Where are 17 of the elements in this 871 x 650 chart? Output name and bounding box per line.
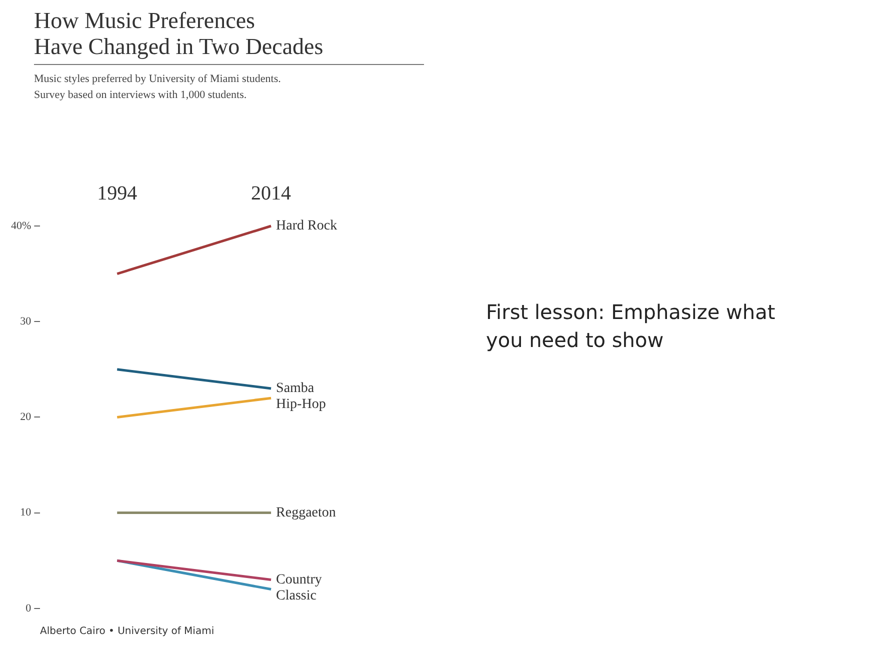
y-tick-label: 40% xyxy=(10,220,32,232)
series-label: Country xyxy=(276,572,322,588)
series-label: Hard Rock xyxy=(276,218,338,234)
x-tick-label: 1994 xyxy=(97,182,138,204)
series-label: Reggaeton xyxy=(276,505,336,520)
y-tick-label: 20 xyxy=(20,411,32,424)
series-label: Hip-Hop xyxy=(276,397,326,412)
chart-title: How Music Preferences Have Changed in Two Decades xyxy=(34,8,424,65)
text: Alberto Cairo • University of Miami xyxy=(40,626,214,637)
chart-subtitle: Music styles preferred by University of Miami students. Survey based on interviews with 1,000 students. xyxy=(34,72,282,103)
y-tick-label: 0 xyxy=(26,602,32,614)
series-label: Samba xyxy=(276,381,315,396)
text: First lesson: Emphasize what you need to show xyxy=(486,299,776,354)
y-tick-label: 10 xyxy=(20,506,32,519)
x-tick-label: 2014 xyxy=(251,182,292,204)
series-label: Classic xyxy=(276,588,316,604)
y-tick-label: 30 xyxy=(20,315,32,328)
